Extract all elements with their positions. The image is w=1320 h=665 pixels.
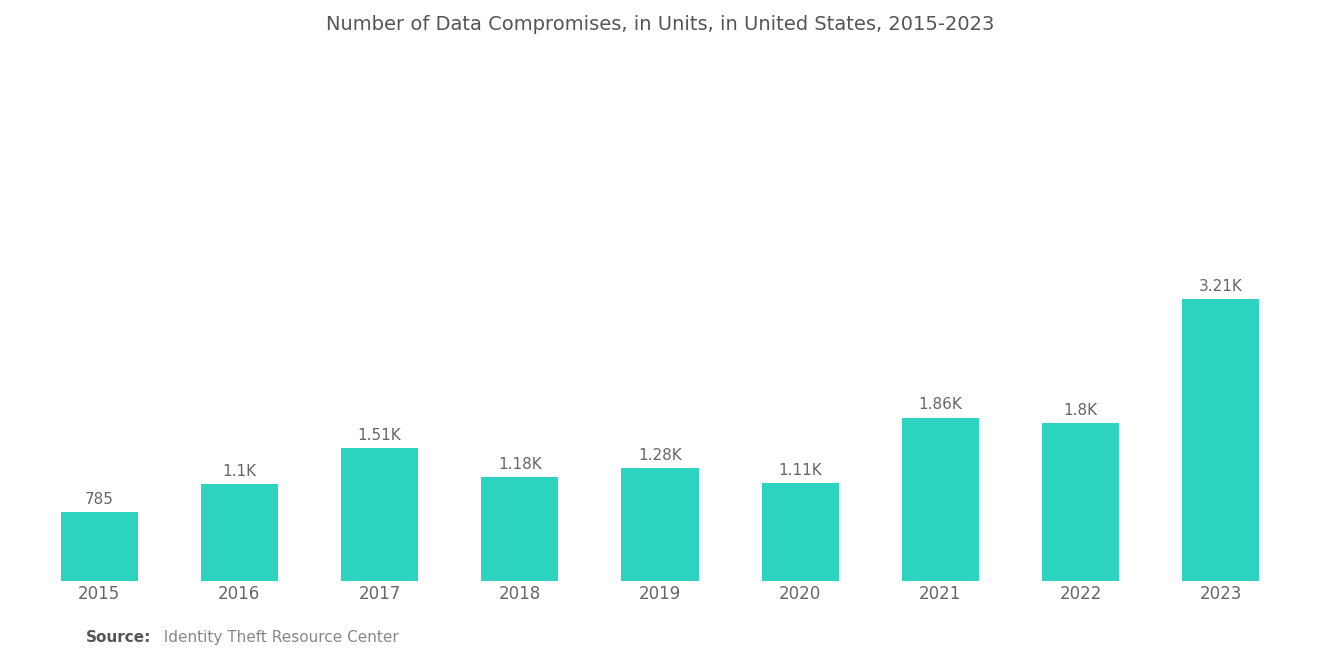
Bar [1041,423,1119,581]
Text: Identity Theft Resource Center: Identity Theft Resource Center [154,630,399,645]
Text: 785: 785 [84,491,114,507]
Text: 1.8K: 1.8K [1064,402,1098,418]
Text: Source:: Source: [86,630,152,645]
Bar [61,512,137,581]
Bar [762,483,838,581]
Bar [341,448,418,581]
Bar [201,484,279,581]
Text: 1.18K: 1.18K [498,457,541,472]
Text: 1.51K: 1.51K [358,428,401,443]
Text: 1.1K: 1.1K [222,464,256,479]
Text: 1.86K: 1.86K [919,398,962,412]
Title: Number of Data Compromises, in Units, in United States, 2015-2023: Number of Data Compromises, in Units, in… [326,15,994,34]
Bar [902,418,979,581]
Text: 1.11K: 1.11K [779,463,822,478]
Text: 1.28K: 1.28K [638,448,682,464]
Text: 3.21K: 3.21K [1199,279,1243,294]
Bar [1183,299,1259,581]
Bar [482,477,558,581]
Bar [622,468,698,581]
